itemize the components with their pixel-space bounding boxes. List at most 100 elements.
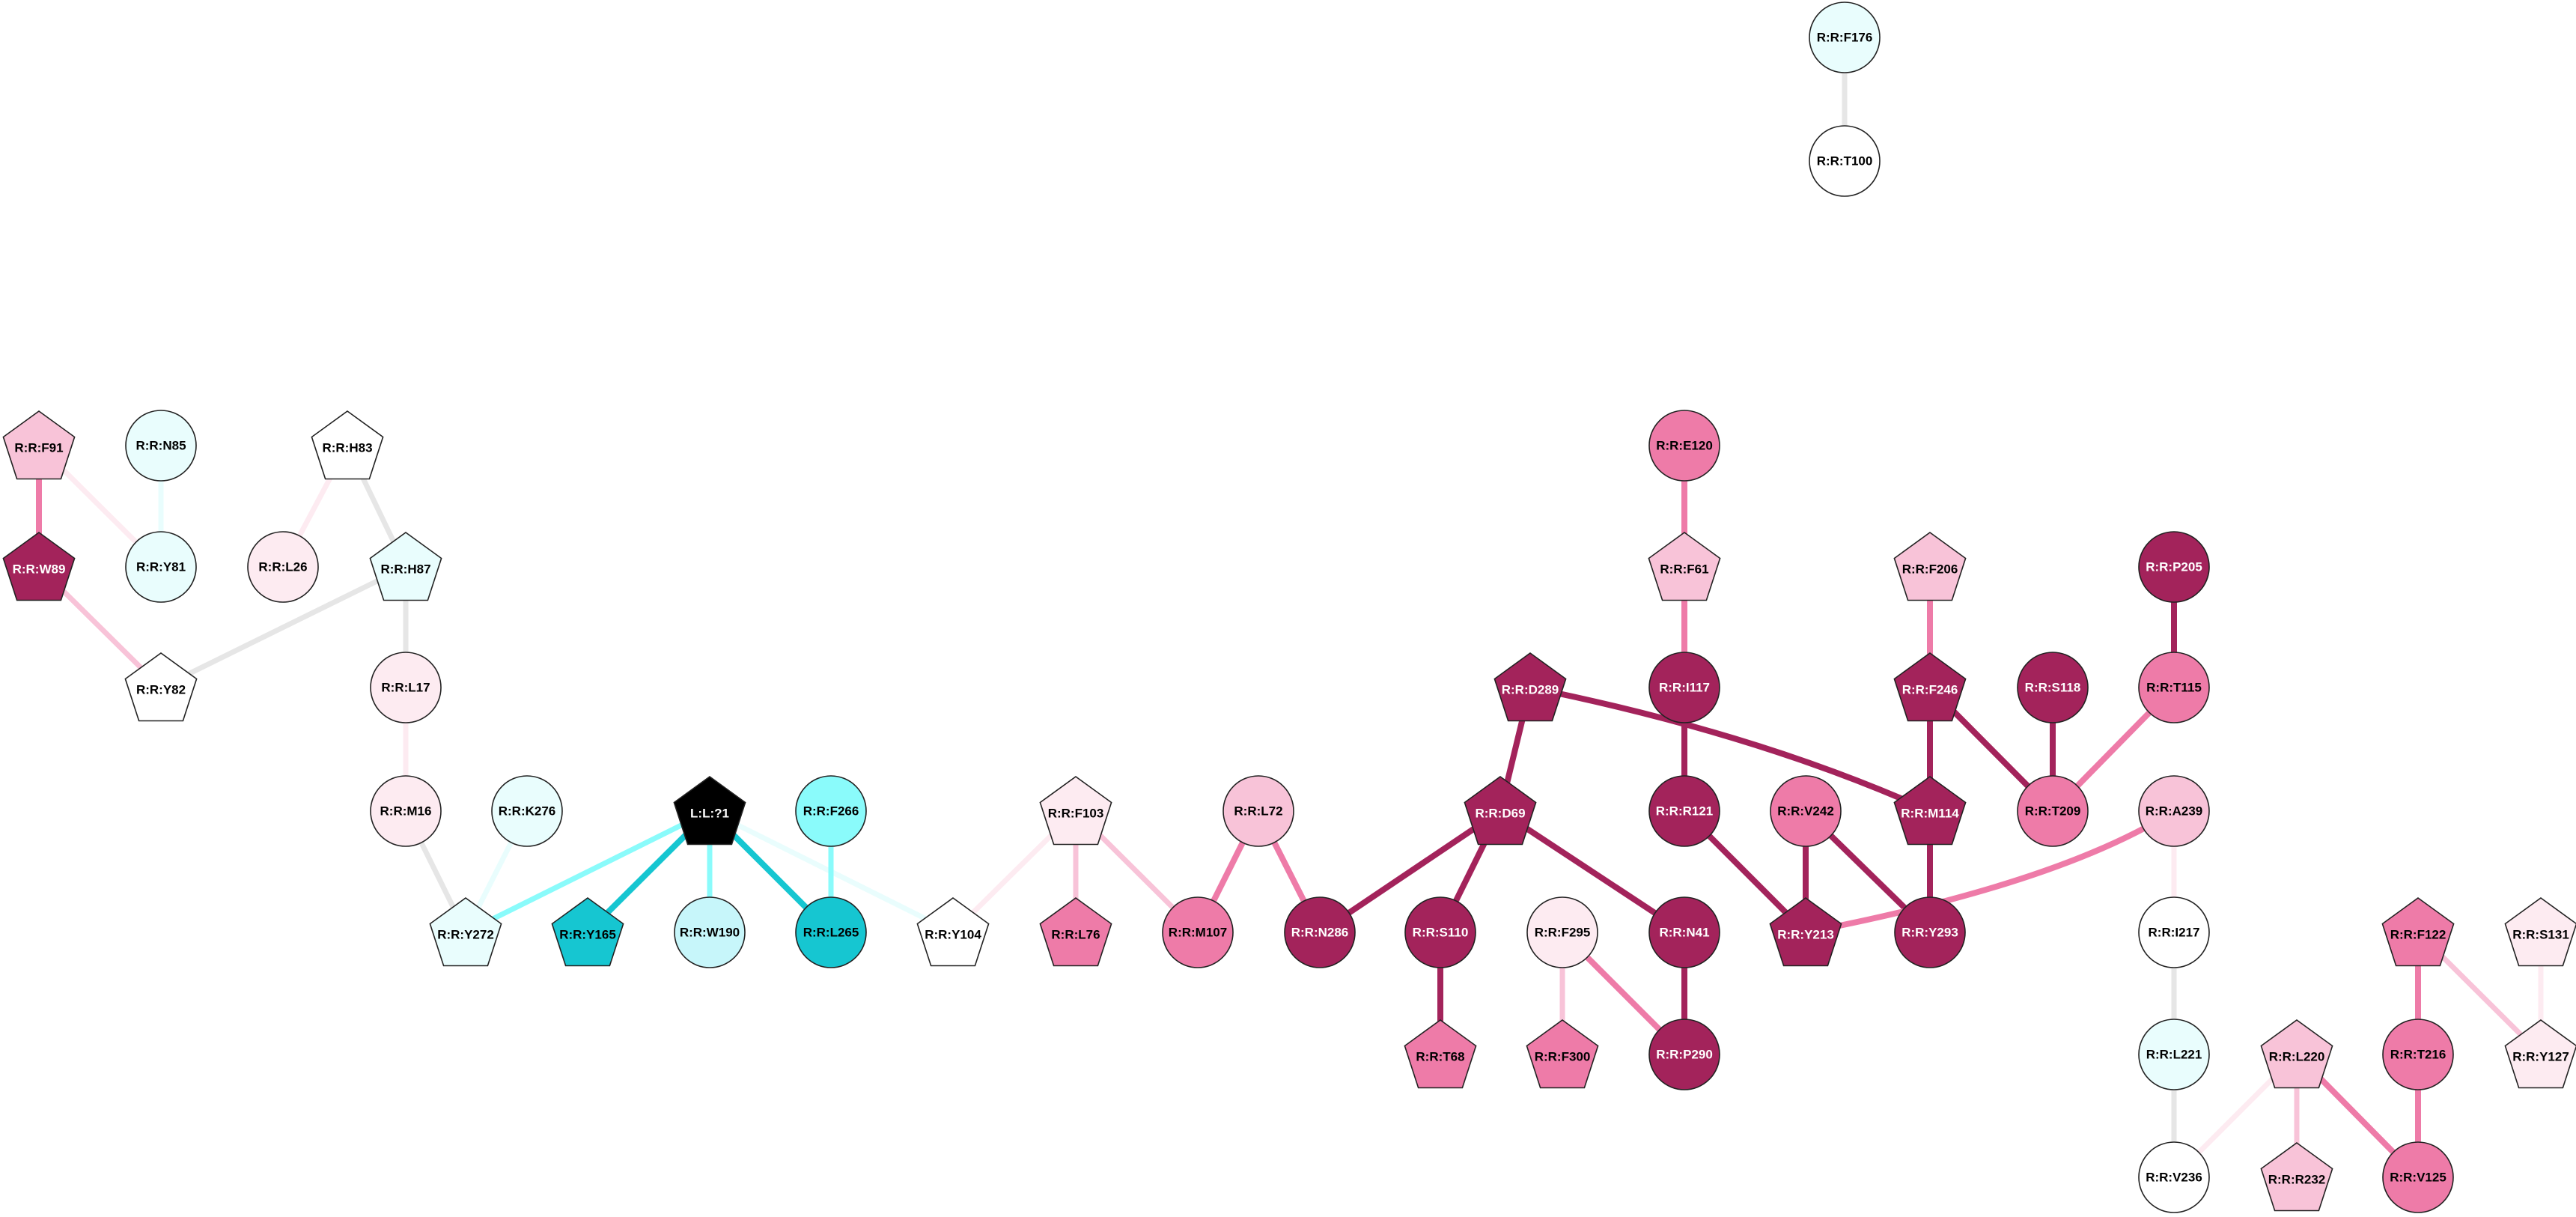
node-y82[interactable]: R:R:Y82 <box>124 652 198 722</box>
node-k276[interactable]: R:R:K276 <box>491 775 563 847</box>
circle-node-shape <box>2138 1019 2210 1090</box>
node-y165[interactable]: R:R:Y165 <box>551 897 624 967</box>
node-f266[interactable]: R:R:F266 <box>795 775 867 847</box>
node-l76[interactable]: R:R:L76 <box>1039 897 1112 967</box>
edge-a239-y213 <box>1803 808 2177 935</box>
edge-layer <box>36 34 2544 1180</box>
node-label: R:R:L17 <box>381 681 430 695</box>
node-l72[interactable]: R:R:L72 <box>1222 775 1294 847</box>
node-f295[interactable]: R:R:F295 <box>1526 896 1598 968</box>
pentagon-node-shape <box>369 532 442 601</box>
node-label: R:R:N286 <box>1291 926 1349 940</box>
circle-node-shape <box>2138 775 2210 847</box>
node-label: R:R:T100 <box>1817 154 1873 169</box>
node-v242[interactable]: R:R:V242 <box>1770 775 1842 847</box>
node-r121[interactable]: R:R:R121 <box>1648 775 1720 847</box>
circle-node-shape <box>1648 775 1720 847</box>
node-m107[interactable]: R:R:M107 <box>1162 896 1234 968</box>
node-label: R:R:P205 <box>2146 560 2202 574</box>
node-label: R:R:F266 <box>803 804 859 819</box>
node-y213[interactable]: R:R:Y213 <box>1769 897 1842 967</box>
node-v125[interactable]: R:R:V125 <box>2382 1141 2454 1213</box>
node-label: R:R:M16 <box>380 804 432 819</box>
node-f122[interactable]: R:R:F122 <box>2381 897 2455 967</box>
node-i217[interactable]: R:R:I217 <box>2138 896 2210 968</box>
node-l17[interactable]: R:R:L17 <box>370 652 442 723</box>
node-t115[interactable]: R:R:T115 <box>2138 652 2210 723</box>
node-label: R:R:I117 <box>1659 681 1710 695</box>
pentagon-node-shape <box>1648 532 1721 601</box>
node-label: R:R:D289 <box>1502 683 1559 697</box>
node-l221[interactable]: R:R:L221 <box>2138 1019 2210 1090</box>
circle-node-shape <box>1284 896 1356 968</box>
node-s131[interactable]: R:R:S131 <box>2504 897 2576 967</box>
node-d69[interactable]: R:R:D69 <box>1464 776 1537 846</box>
node-t216[interactable]: R:R:T216 <box>2382 1019 2454 1090</box>
circle-node-shape <box>2017 652 2089 723</box>
node-f176[interactable]: R:R:F176 <box>1809 1 1881 73</box>
node-a239[interactable]: R:R:A239 <box>2138 775 2210 847</box>
node-e120[interactable]: R:R:E120 <box>1648 410 1720 482</box>
node-l26[interactable]: R:R:L26 <box>247 531 319 603</box>
node-label: L:L:?1 <box>690 807 729 821</box>
node-f246[interactable]: R:R:F246 <box>1893 652 1967 722</box>
node-label: R:R:W190 <box>680 926 740 940</box>
node-label: R:R:S118 <box>2025 681 2081 695</box>
node-label: R:R:Y272 <box>437 928 494 942</box>
circle-node-shape <box>370 775 442 847</box>
node-label: R:R:K276 <box>499 804 556 819</box>
node-w190[interactable]: R:R:W190 <box>674 896 746 968</box>
node-s110[interactable]: R:R:S110 <box>1404 896 1476 968</box>
node-t100[interactable]: R:R:T100 <box>1809 125 1881 197</box>
node-h87[interactable]: R:R:H87 <box>369 532 442 601</box>
node-label: R:R:Y293 <box>1901 926 1958 940</box>
circle-node-shape <box>491 775 563 847</box>
node-i117[interactable]: R:R:I117 <box>1648 652 1720 723</box>
node-label: R:R:Y81 <box>136 560 186 574</box>
node-f61[interactable]: R:R:F61 <box>1648 532 1721 601</box>
node-s118[interactable]: R:R:S118 <box>2017 652 2089 723</box>
circle-node-shape <box>1648 410 1720 482</box>
node-h83[interactable]: R:R:H83 <box>311 410 384 480</box>
circle-node-shape <box>2138 896 2210 968</box>
circle-node-shape <box>370 652 442 723</box>
node-n41[interactable]: R:R:N41 <box>1648 896 1720 968</box>
circle-node-shape <box>1648 1019 1720 1090</box>
node-y81[interactable]: R:R:Y81 <box>125 531 197 603</box>
node-t209[interactable]: R:R:T209 <box>2017 775 2089 847</box>
node-m114[interactable]: R:R:M114 <box>1893 776 1967 846</box>
node-n85[interactable]: R:R:N85 <box>125 410 197 482</box>
node-label: R:R:D69 <box>1475 807 1525 821</box>
node-t68[interactable]: R:R:T68 <box>1404 1019 1477 1089</box>
node-y293[interactable]: R:R:Y293 <box>1894 896 1966 968</box>
node-n286[interactable]: R:R:N286 <box>1284 896 1356 968</box>
node-label: R:R:M114 <box>1901 807 1959 821</box>
pentagon-node-shape <box>311 410 384 480</box>
node-p205[interactable]: R:R:P205 <box>2138 531 2210 603</box>
node-f300[interactable]: R:R:F300 <box>1526 1019 1599 1089</box>
node-label: R:R:L265 <box>803 926 859 940</box>
pentagon-node-shape <box>1464 776 1537 846</box>
node-f103[interactable]: R:R:F103 <box>1039 776 1112 846</box>
node-y272[interactable]: R:R:Y272 <box>429 897 502 967</box>
node-l265[interactable]: R:R:L265 <box>795 896 867 968</box>
node-v236[interactable]: R:R:V236 <box>2138 1141 2210 1213</box>
node-label: R:R:H83 <box>322 441 372 455</box>
pentagon-node-shape <box>916 897 990 967</box>
pentagon-node-shape <box>1893 776 1967 846</box>
node-label: R:R:T209 <box>2025 804 2081 819</box>
node-f91[interactable]: R:R:F91 <box>2 410 76 480</box>
pentagon-node-shape <box>2381 897 2455 967</box>
node-m16[interactable]: R:R:M16 <box>370 775 442 847</box>
node-w89[interactable]: R:R:W89 <box>2 532 76 601</box>
node-y104[interactable]: R:R:Y104 <box>916 897 990 967</box>
node-f206[interactable]: R:R:F206 <box>1893 532 1967 601</box>
circle-node-shape <box>795 775 867 847</box>
node-r232[interactable]: R:R:R232 <box>2260 1142 2333 1212</box>
node-l1[interactable]: L:L:?1 <box>673 776 746 846</box>
pentagon-node-shape <box>2 532 76 601</box>
node-y127[interactable]: R:R:Y127 <box>2504 1019 2576 1089</box>
node-d289[interactable]: R:R:D289 <box>1493 652 1567 722</box>
node-l220[interactable]: R:R:L220 <box>2260 1019 2333 1089</box>
node-p290[interactable]: R:R:P290 <box>1648 1019 1720 1090</box>
